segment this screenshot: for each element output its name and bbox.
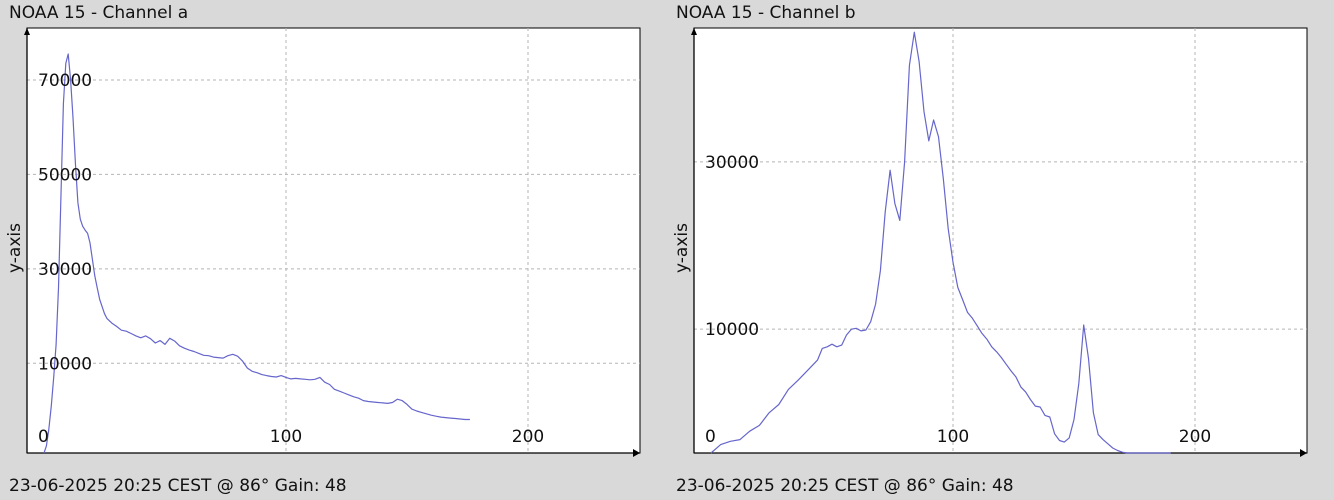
grid [694,28,1307,453]
y-tick-label: 30000 [38,260,92,280]
x-tick-label: 0 [38,427,49,447]
y-tick-label: 10000 [38,354,92,374]
plot-area [693,27,1308,454]
x-tick-label: 100 [937,427,969,447]
y-axis-label: y-axis [672,223,692,273]
chart-title: NOAA 15 - Channel b [676,3,856,23]
y-axis-arrow [24,28,30,35]
x-tick-label: 100 [270,427,302,447]
x-tick-label: 200 [512,427,544,447]
chart-panel-channel-b: 0 100 200 10000 30000 y-axis NOAA 15 - Channe… [667,0,1334,500]
y-tick-label: 70000 [38,71,92,91]
x-tick-label: 0 [705,427,716,447]
line-chart-channel-a: 0 100 200 10000 30000 50000 70000 y-axis [5,27,641,457]
x-axis-arrow [633,449,640,457]
series-line [710,31,1171,454]
y-tick-label: 50000 [38,165,92,185]
y-tick-label: 30000 [705,153,759,173]
y-axis-label: y-axis [5,223,25,273]
chart-title: NOAA 15 - Channel a [9,3,189,23]
plot-area [26,27,641,454]
grid [27,28,640,453]
y-axis-arrow [691,28,697,35]
x-tick-label: 200 [1179,427,1211,447]
y-tick-label: 10000 [705,320,759,340]
chart-footer: 23-06-2025 20:25 CEST @ 86° Gain: 48 [676,476,1014,496]
chart-footer: 23-06-2025 20:25 CEST @ 86° Gain: 48 [9,476,347,496]
chart-panel-channel-a: 0 100 200 10000 30000 50000 70000 y-axis NOAA 1… [5,3,641,496]
line-chart-channel-b: 0 100 200 10000 30000 y-axis [672,27,1308,457]
series-line [43,53,470,454]
x-axis-arrow [1300,449,1307,457]
